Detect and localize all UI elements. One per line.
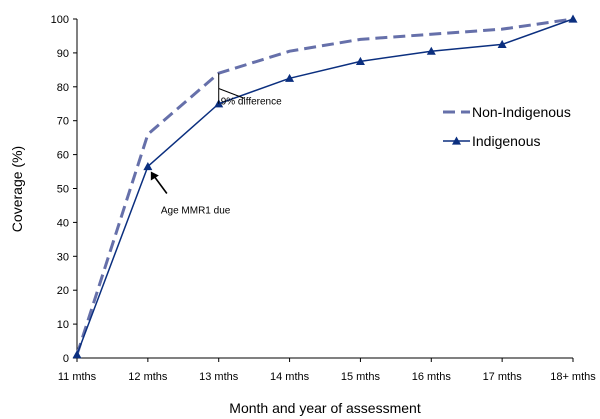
mmr1-arrowhead [150, 171, 159, 181]
legend: Non-Indigenous Indigenous [443, 104, 571, 149]
x-tick-label: 16 mths [412, 371, 452, 383]
x-axis-title: Month and year of assessment [229, 400, 421, 416]
data-point-marker [143, 161, 153, 171]
data-point-marker [568, 14, 578, 23]
axes: 0 10 20 30 40 50 60 70 80 90 100 11 mths 12 mths 13 m… [51, 14, 597, 383]
x-tick-label: 17 mths [483, 371, 523, 383]
data-point-marker [285, 73, 295, 82]
y-axis-title: Coverage (%) [9, 146, 25, 232]
series-line-1 [75, 17, 574, 356]
annotations: 9% difference Age MMR1 due [150, 73, 282, 216]
x-tick-label: 12 mths [128, 371, 168, 383]
x-tick-label: 18+ mths [550, 371, 596, 383]
difference-label: 9% difference [221, 96, 282, 107]
x-tick-label: 14 mths [270, 371, 310, 383]
data-point-marker [72, 350, 82, 359]
legend-label-2: Indigenous [472, 133, 541, 149]
legend-label-1: Non-Indigenous [472, 104, 571, 120]
y-tick-label: 50 [57, 184, 69, 196]
y-tick-label: 20 [57, 285, 69, 297]
y-tick-label: 10 [57, 319, 69, 331]
y-tick-label: 70 [57, 116, 69, 128]
data-point-marker [497, 39, 507, 49]
x-tick-label: 15 mths [341, 371, 381, 383]
data-point-marker [355, 56, 365, 65]
difference-leader-line [218, 88, 245, 99]
series-line-2 [76, 18, 574, 355]
legend-marker [452, 136, 461, 145]
x-tick-label: 13 mths [199, 371, 239, 383]
x-tick-label: 11 mths [58, 371, 97, 383]
y-tick-label: 80 [57, 82, 69, 94]
data-point-marker [426, 46, 436, 55]
y-tick-label: 30 [57, 251, 69, 263]
y-tick-label: 0 [63, 353, 69, 365]
y-tick-label: 100 [51, 14, 69, 26]
y-tick-label: 60 [57, 150, 69, 162]
series-layer [72, 14, 578, 359]
y-tick-label: 40 [57, 217, 69, 229]
y-tick-label: 90 [57, 48, 69, 60]
mmr1-label: Age MMR1 due [161, 205, 231, 216]
